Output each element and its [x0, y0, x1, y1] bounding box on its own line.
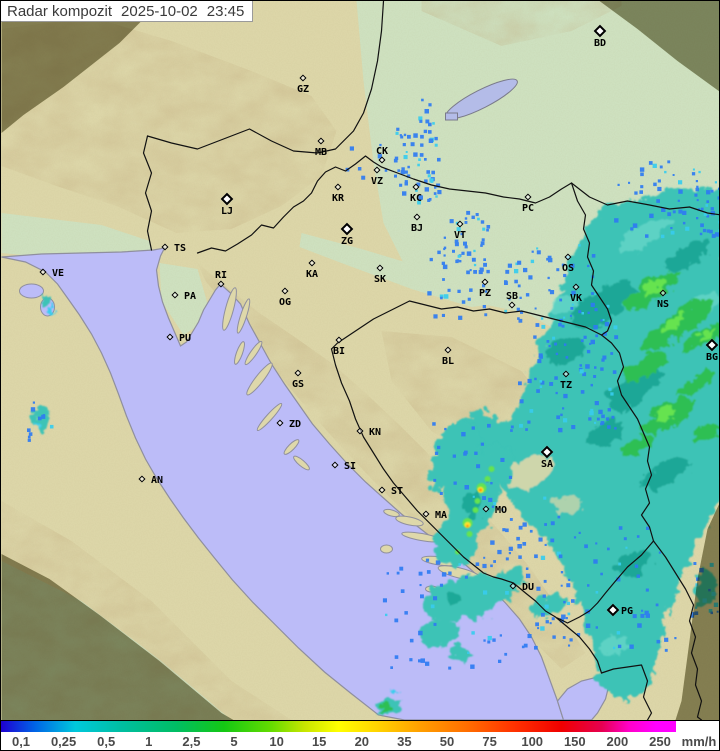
timestamp-date: 2025-10-02: [121, 2, 198, 20]
scale-label: 1: [145, 734, 153, 749]
timestamp-time: 23:45: [206, 2, 245, 20]
legend: 0,1 0,25 0,5 1 2,5 5 10 15 20 35 50 75 100 150 200 250 m…: [1, 720, 719, 750]
scale-label: 100: [521, 734, 544, 749]
radar-map: GZ BD MB CK VZ KR KC LJ BJ VT PC ZG TS RI KA SK OS PA OG PZ…: [1, 1, 719, 720]
title-bar: Radar kompozit 2025-10-02 23:45: [1, 1, 254, 22]
coverage-mask: [1, 1, 719, 720]
scale-label: 35: [397, 734, 412, 749]
scale-label: 10: [269, 734, 284, 749]
scale-label: 75: [482, 734, 497, 749]
scale-label: 50: [439, 734, 455, 749]
precip-colorbar: [1, 721, 676, 732]
scale-label: 2,5: [182, 734, 201, 749]
app-title: Radar kompozit: [7, 2, 113, 20]
scale-label: 200: [606, 734, 629, 749]
scale-label: 0,5: [97, 734, 116, 749]
scale-label: 250: [649, 734, 671, 749]
scale-label: 5: [230, 734, 238, 749]
scale-labels: 0,1 0,25 0,5 1 2,5 5 10 15 20 35 50 75 100 150 200 250 m…: [1, 732, 719, 750]
scale-label: 20: [354, 734, 370, 749]
scale-unit-label: mm/h: [681, 734, 717, 749]
scale-label: 150: [563, 734, 586, 749]
scale-label: 0,1: [11, 734, 31, 749]
lake-balaton: [445, 78, 518, 121]
scale-label: 15: [311, 734, 327, 749]
convective-cells: [455, 466, 495, 555]
precip-coastal-clusters: [30, 290, 711, 712]
map-canvas: [1, 1, 719, 720]
scale-label: 0,25: [50, 734, 77, 749]
